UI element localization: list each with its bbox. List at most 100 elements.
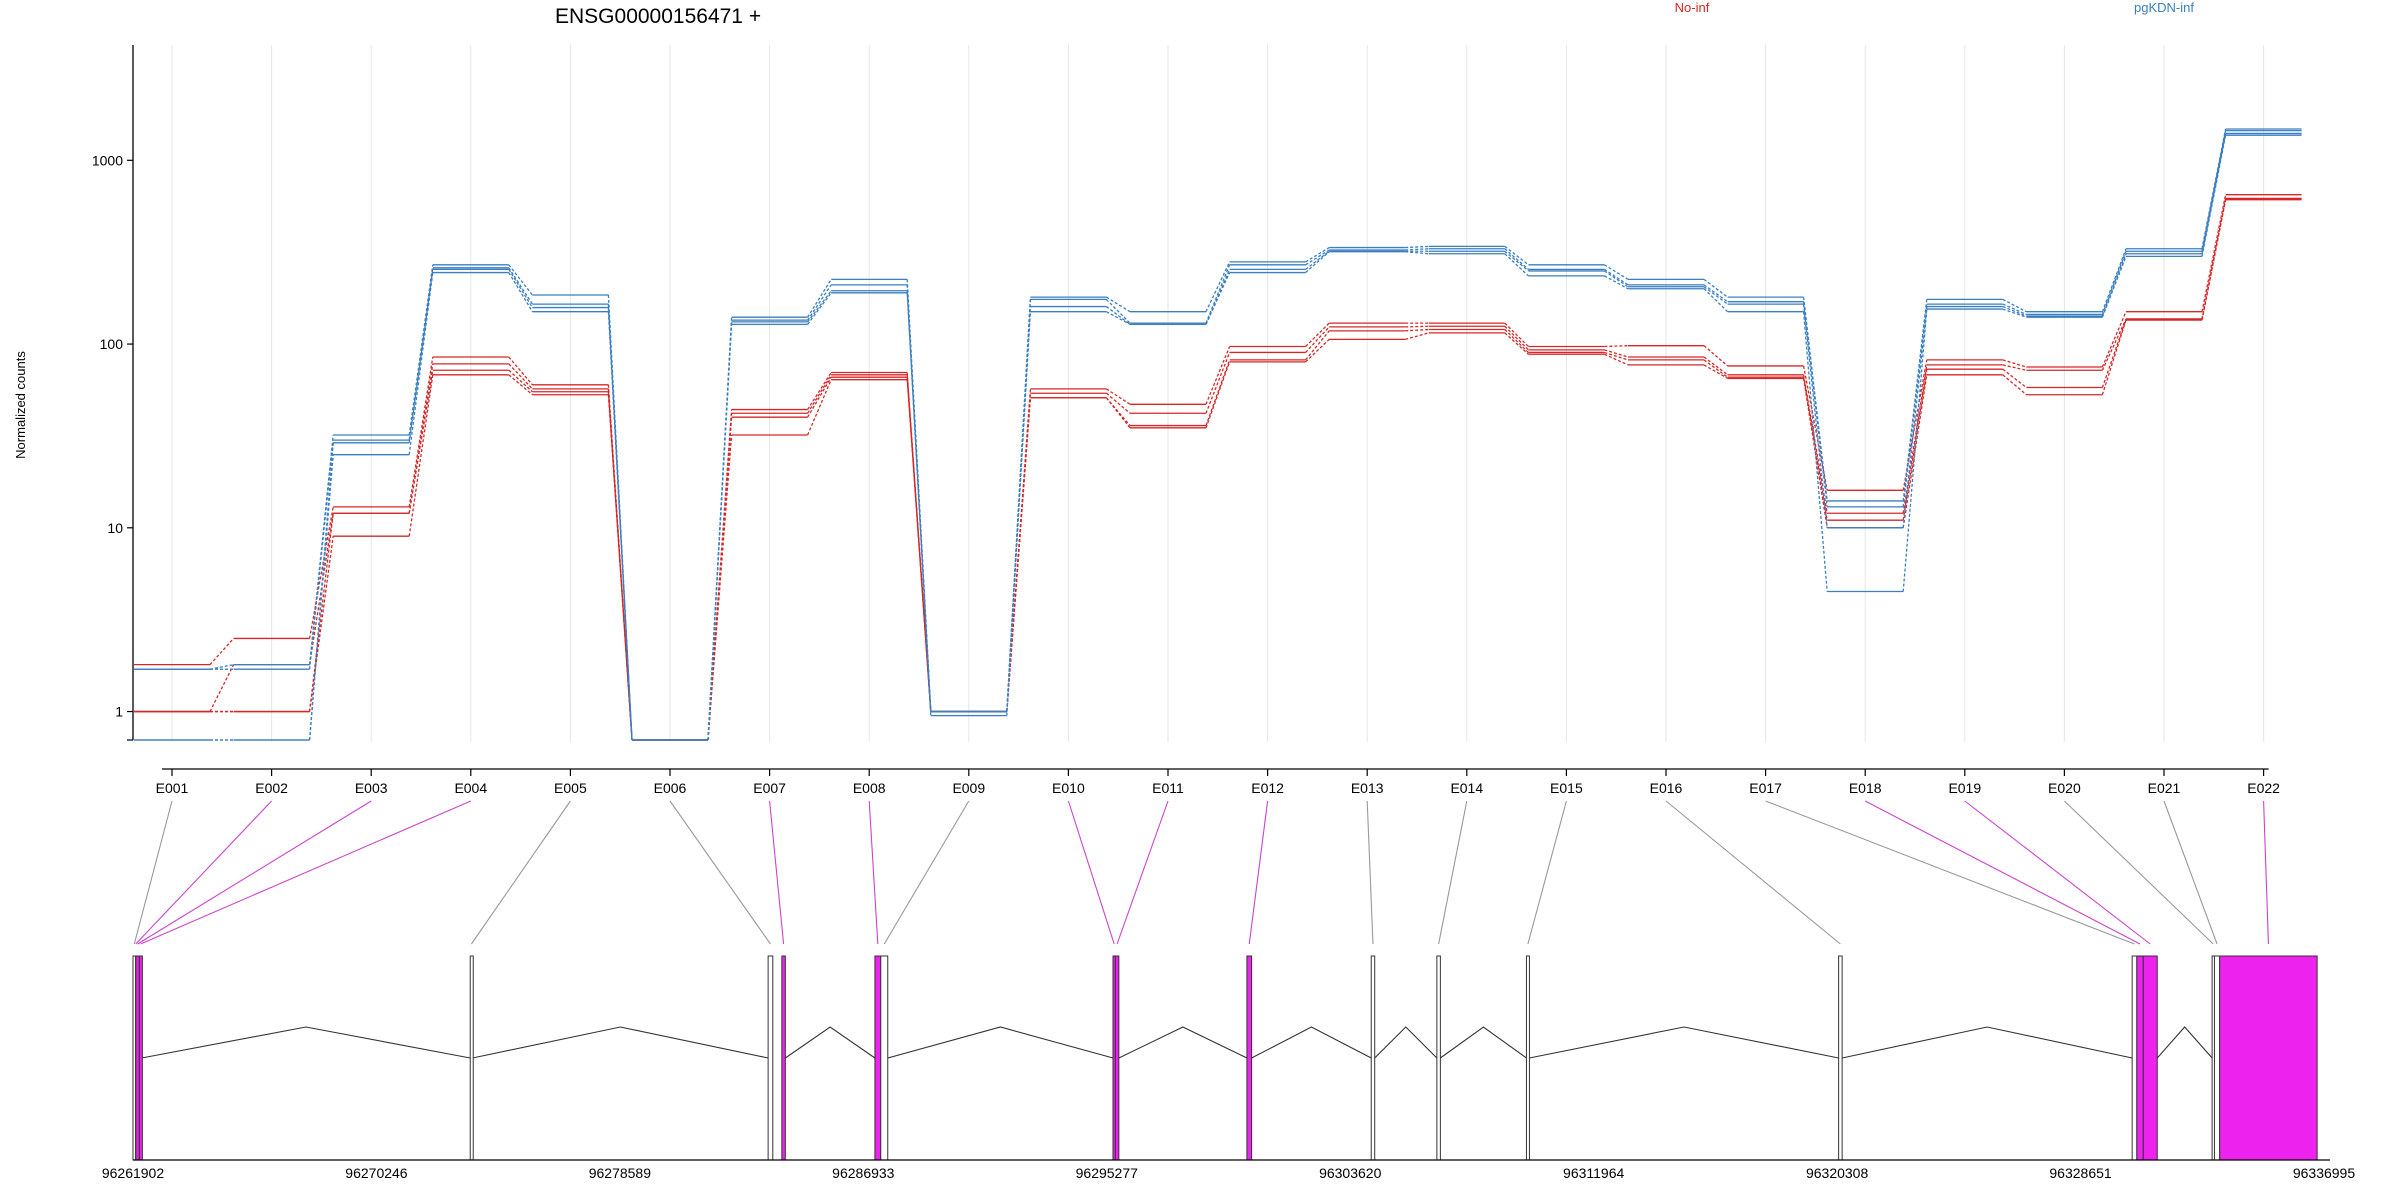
series-7-link-16: [1703, 286, 1728, 305]
series-4-link-16: [1703, 364, 1728, 379]
series-4-link-5: [607, 394, 633, 741]
series-8-link-19: [2002, 308, 2027, 318]
series-3-link-12: [1305, 330, 1330, 361]
intron-10: [1842, 1026, 2133, 1059]
series-5-link-20: [2101, 248, 2127, 312]
series-4-link-15: [1604, 353, 1629, 366]
series-3-link-6: [707, 417, 733, 741]
series-8-link-20: [2101, 256, 2127, 318]
series-1-link-2: [308, 506, 334, 639]
gene-model: 96261902 96270246 96278589 96286933 96295277…: [102, 955, 2355, 1181]
series-2: [134, 197, 2302, 741]
series-4-link-4: [508, 374, 533, 396]
x-tick-label-e016: E016: [1650, 780, 1683, 796]
series-8-link-4: [508, 272, 533, 313]
series-3-link-14: [1504, 329, 1529, 353]
series-8: [134, 134, 2302, 741]
axes: 1 10 100 1000 E001 E002 E003 E004 E005 E006 E007 E0…: [92, 45, 2280, 796]
x-tick-label-e021: E021: [2148, 780, 2181, 796]
series-6-link-14: [1504, 248, 1529, 270]
connector-e014: [1438, 800, 1468, 945]
exon-connectors: [133, 800, 2269, 945]
series-5-link-16: [1703, 278, 1728, 298]
exon-e018: [2136, 955, 2144, 1161]
series-5-link-4: [508, 264, 533, 296]
series-8-link-15: [1604, 275, 1629, 290]
connector-e011: [1116, 800, 1169, 945]
series-1-link-19: [2002, 359, 2027, 368]
series-7-link-10: [1106, 306, 1131, 325]
series-4-link-20: [2101, 319, 2127, 395]
x-tick-label-e020: E020: [2048, 780, 2081, 796]
exon-e005: [469, 955, 474, 1161]
series-2-link-13: [1405, 325, 1429, 328]
intron-9: [1529, 1026, 1839, 1059]
x-tick-label-e001: E001: [156, 780, 189, 796]
x-gridlines: [171, 45, 2265, 742]
exon-e015: [1525, 955, 1530, 1161]
x-tick-label-e011: E011: [1152, 780, 1184, 796]
series-5-link-7: [807, 278, 832, 318]
intron-4: [887, 1026, 1114, 1059]
coordinate-label-6: 96303620: [1319, 1165, 1382, 1181]
series-4-link-6: [707, 434, 733, 741]
connector-e019: [1964, 800, 2151, 945]
series-6-link-15: [1604, 268, 1629, 286]
connector-e002: [135, 800, 272, 945]
series-6-link-7: [807, 284, 832, 321]
intron-8: [1440, 1026, 1527, 1059]
y-tick-label-100: 100: [100, 336, 124, 352]
series-5: [134, 128, 2302, 741]
series-8-link-6: [707, 324, 733, 741]
series-8-link-8: [906, 292, 932, 716]
x-tick-label-e012: E012: [1251, 780, 1284, 796]
connector-e012: [1248, 800, 1269, 945]
series-1-link-20: [2101, 311, 2127, 368]
series-4-link-14: [1504, 332, 1529, 355]
series-5-link-10: [1106, 296, 1131, 313]
series-7-link-8: [906, 290, 932, 712]
series-8-link-9: [1006, 311, 1032, 716]
coordinate-label-7: 96311964: [1563, 1165, 1624, 1181]
y-tick-label-1: 1: [115, 704, 123, 720]
series-2-link-15: [1604, 349, 1629, 358]
coordinate-label-4: 96286933: [832, 1165, 895, 1181]
series-2-link-19: [2002, 364, 2027, 371]
x-tick-label-e019: E019: [1948, 780, 1981, 796]
series-1-link-14: [1504, 322, 1529, 347]
connector-e010: [1067, 800, 1115, 945]
exon-e021: [2213, 955, 2221, 1161]
coordinate-label-1: 96261902: [102, 1165, 165, 1181]
series-1-link-11: [1205, 346, 1231, 405]
series-1-link-12: [1305, 322, 1330, 347]
connector-e004: [140, 800, 472, 945]
connector-e007: [769, 800, 785, 945]
series-4-link-8: [906, 379, 932, 712]
series-4-link-12: [1305, 338, 1330, 363]
series-6: [134, 130, 2302, 741]
exon-e003: [135, 955, 140, 1161]
series-8-link-11: [1205, 272, 1231, 325]
legend-label-pgkdn-inf: pgKDN-inf: [2134, 0, 2194, 15]
connector-e021: [2163, 800, 2218, 945]
x-tick-label-e004: E004: [454, 780, 487, 796]
series-3-link-7: [807, 376, 832, 418]
exon-e007: [781, 955, 786, 1161]
series-6-link-16: [1703, 284, 1728, 303]
x-tick-label-e005: E005: [554, 780, 587, 796]
series-1-link-1: [209, 637, 235, 666]
series-3-link-3: [408, 370, 434, 514]
series-8-link-18: [1902, 309, 1928, 592]
series-6-link-11: [1205, 264, 1231, 324]
series-8-link-21: [2201, 135, 2227, 257]
series-2-link-1: [209, 664, 235, 712]
series-5-link-14: [1504, 245, 1529, 266]
series-7-link-4: [508, 269, 533, 308]
connector-e005: [470, 800, 571, 945]
x-tick-label-e015: E015: [1550, 780, 1583, 796]
series-3-link-20: [2101, 319, 2127, 388]
series-1-link-21: [2201, 194, 2227, 312]
x-tick-label-e002: E002: [255, 780, 288, 796]
series-4: [134, 199, 2302, 741]
coordinate-label-9: 96328651: [2049, 1165, 2112, 1181]
